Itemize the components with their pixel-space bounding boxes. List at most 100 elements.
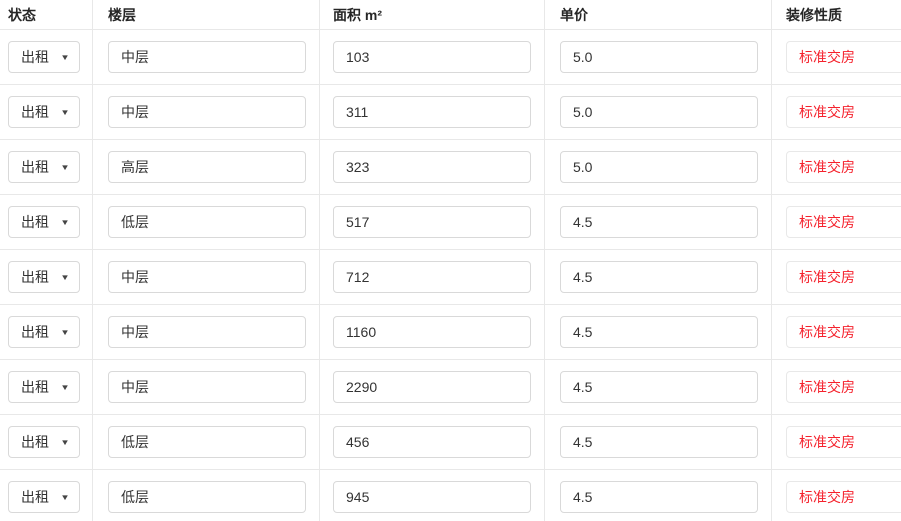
chevron-down-icon: ▼ bbox=[60, 382, 70, 392]
price-input[interactable] bbox=[560, 151, 758, 183]
decoration-label: 标准交房 bbox=[799, 104, 855, 120]
decoration-box[interactable]: 标准交房 bbox=[786, 426, 901, 458]
price-input[interactable] bbox=[560, 41, 758, 73]
decoration-cell: 标准交房 bbox=[772, 30, 901, 84]
status-cell: 出租 ▼ bbox=[0, 250, 93, 304]
area-cell bbox=[320, 305, 545, 359]
status-cell: 出租 ▼ bbox=[0, 85, 93, 139]
area-cell bbox=[320, 360, 545, 414]
decoration-label: 标准交房 bbox=[799, 434, 855, 450]
status-select[interactable]: 出租 ▼ bbox=[8, 426, 80, 458]
decoration-cell: 标准交房 bbox=[772, 85, 901, 139]
decoration-label: 标准交房 bbox=[799, 379, 855, 395]
decoration-box[interactable]: 标准交房 bbox=[786, 481, 901, 513]
floor-input[interactable] bbox=[108, 151, 306, 183]
floor-cell bbox=[93, 140, 320, 194]
floor-cell bbox=[93, 195, 320, 249]
decoration-box[interactable]: 标准交房 bbox=[786, 151, 901, 183]
status-select[interactable]: 出租 ▼ bbox=[8, 206, 80, 238]
decoration-label: 标准交房 bbox=[799, 269, 855, 285]
price-cell bbox=[545, 85, 772, 139]
price-cell bbox=[545, 360, 772, 414]
table-row: 出租 ▼ 标准交房 bbox=[0, 470, 901, 521]
table-row: 出租 ▼ 标准交房 bbox=[0, 360, 901, 415]
floor-input[interactable] bbox=[108, 96, 306, 128]
chevron-down-icon: ▼ bbox=[60, 492, 70, 502]
area-input[interactable] bbox=[333, 426, 531, 458]
floor-input[interactable] bbox=[108, 481, 306, 513]
price-cell bbox=[545, 140, 772, 194]
status-select[interactable]: 出租 ▼ bbox=[8, 481, 80, 513]
decoration-label: 标准交房 bbox=[799, 159, 855, 175]
column-header-status: 状态 bbox=[0, 0, 93, 29]
status-select[interactable]: 出租 ▼ bbox=[8, 371, 80, 403]
price-cell bbox=[545, 195, 772, 249]
status-selected-value: 出租 bbox=[21, 434, 49, 450]
status-select[interactable]: 出租 ▼ bbox=[8, 316, 80, 348]
price-input[interactable] bbox=[560, 316, 758, 348]
table-row: 出租 ▼ 标准交房 bbox=[0, 140, 901, 195]
price-input[interactable] bbox=[560, 206, 758, 238]
floor-input[interactable] bbox=[108, 261, 306, 293]
price-cell bbox=[545, 470, 772, 521]
area-input[interactable] bbox=[333, 481, 531, 513]
decoration-box[interactable]: 标准交房 bbox=[786, 41, 901, 73]
decoration-cell: 标准交房 bbox=[772, 470, 901, 521]
area-input[interactable] bbox=[333, 261, 531, 293]
area-input[interactable] bbox=[333, 206, 531, 238]
chevron-down-icon: ▼ bbox=[60, 52, 70, 62]
area-input[interactable] bbox=[333, 371, 531, 403]
decoration-box[interactable]: 标准交房 bbox=[786, 96, 901, 128]
status-select[interactable]: 出租 ▼ bbox=[8, 151, 80, 183]
price-input[interactable] bbox=[560, 426, 758, 458]
column-header-decoration: 装修性质 bbox=[786, 6, 842, 23]
decoration-box[interactable]: 标准交房 bbox=[786, 371, 901, 403]
decoration-label: 标准交房 bbox=[799, 214, 855, 230]
price-input[interactable] bbox=[560, 371, 758, 403]
status-selected-value: 出租 bbox=[21, 49, 49, 65]
decoration-label: 标准交房 bbox=[799, 489, 855, 505]
status-cell: 出租 ▼ bbox=[0, 305, 93, 359]
status-selected-value: 出租 bbox=[21, 214, 49, 230]
area-cell bbox=[320, 30, 545, 84]
status-select[interactable]: 出租 ▼ bbox=[8, 261, 80, 293]
status-selected-value: 出租 bbox=[21, 489, 49, 505]
price-input[interactable] bbox=[560, 261, 758, 293]
area-cell bbox=[320, 195, 545, 249]
status-cell: 出租 ▼ bbox=[0, 360, 93, 414]
area-input[interactable] bbox=[333, 96, 531, 128]
floor-input[interactable] bbox=[108, 316, 306, 348]
area-input[interactable] bbox=[333, 316, 531, 348]
price-cell bbox=[545, 250, 772, 304]
price-input[interactable] bbox=[560, 96, 758, 128]
area-input[interactable] bbox=[333, 41, 531, 73]
table-row: 出租 ▼ 标准交房 bbox=[0, 305, 901, 360]
status-select[interactable]: 出租 ▼ bbox=[8, 41, 80, 73]
decoration-box[interactable]: 标准交房 bbox=[786, 206, 901, 238]
area-cell bbox=[320, 250, 545, 304]
decoration-box[interactable]: 标准交房 bbox=[786, 261, 901, 293]
floor-cell bbox=[93, 85, 320, 139]
decoration-label: 标准交房 bbox=[799, 324, 855, 340]
table-row: 出租 ▼ 标准交房 bbox=[0, 85, 901, 140]
status-select[interactable]: 出租 ▼ bbox=[8, 96, 80, 128]
status-cell: 出租 ▼ bbox=[0, 470, 93, 521]
status-cell: 出租 ▼ bbox=[0, 30, 93, 84]
floor-cell bbox=[93, 415, 320, 469]
price-cell bbox=[545, 30, 772, 84]
floor-input[interactable] bbox=[108, 206, 306, 238]
floor-input[interactable] bbox=[108, 426, 306, 458]
status-selected-value: 出租 bbox=[21, 379, 49, 395]
area-input[interactable] bbox=[333, 151, 531, 183]
decoration-cell: 标准交房 bbox=[772, 195, 901, 249]
column-header-price: 单价 bbox=[545, 0, 772, 29]
floor-input[interactable] bbox=[108, 41, 306, 73]
decoration-box[interactable]: 标准交房 bbox=[786, 316, 901, 348]
status-selected-value: 出租 bbox=[21, 324, 49, 340]
price-input[interactable] bbox=[560, 481, 758, 513]
floor-input[interactable] bbox=[108, 371, 306, 403]
decoration-label: 标准交房 bbox=[799, 49, 855, 65]
floor-cell bbox=[93, 250, 320, 304]
status-selected-value: 出租 bbox=[21, 159, 49, 175]
floor-cell bbox=[93, 470, 320, 521]
